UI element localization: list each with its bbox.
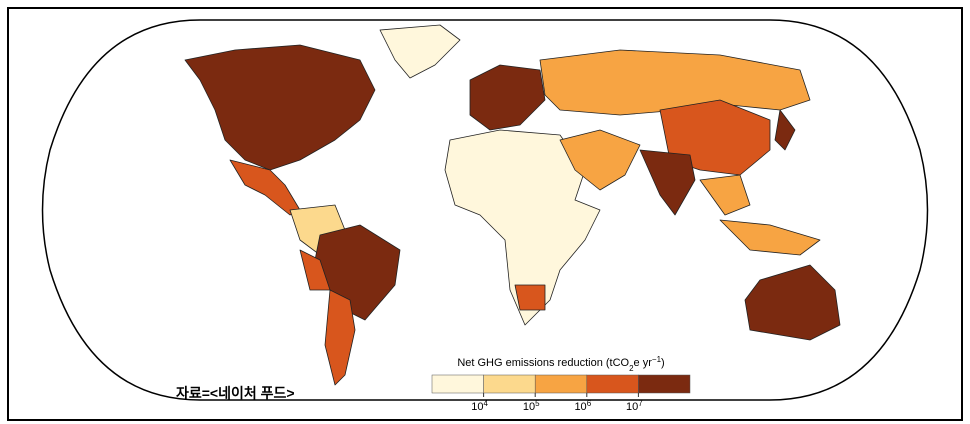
tick-base: 10 xyxy=(574,401,586,413)
legend-tick-label: 107 xyxy=(626,399,643,414)
legend: 104 105 106 107 xyxy=(431,374,691,414)
legend-title-text: Net GHG emissions reduction (tCO xyxy=(457,357,629,369)
legend-title-sub: 2 xyxy=(629,364,634,373)
countries xyxy=(184,24,841,386)
tick-exponent: 5 xyxy=(535,399,540,408)
tick-base: 10 xyxy=(626,401,638,413)
source-note: 자료=<네이처 푸드> xyxy=(176,385,295,401)
legend-title-sup: −1 xyxy=(652,355,662,364)
legend-title: Net GHG emissions reduction (tCO2e yr−1) xyxy=(457,355,664,373)
legend-swatch xyxy=(638,374,691,394)
tick-exponent: 6 xyxy=(587,399,592,408)
tick-exponent: 7 xyxy=(638,399,643,408)
legend-title-mid: e yr xyxy=(634,357,653,369)
legend-tick-label: 104 xyxy=(471,399,488,414)
legend-swatch xyxy=(483,374,536,394)
legend-swatch xyxy=(586,374,639,394)
legend-swatch xyxy=(534,374,588,394)
legend-tick-label: 106 xyxy=(574,399,591,414)
tick-exponent: 4 xyxy=(483,399,488,408)
legend-tick-label: 105 xyxy=(523,399,540,414)
legend-title-end: ) xyxy=(661,357,665,369)
tick-base: 10 xyxy=(471,401,483,413)
tick-base: 10 xyxy=(523,401,535,413)
legend-swatch xyxy=(431,374,484,394)
